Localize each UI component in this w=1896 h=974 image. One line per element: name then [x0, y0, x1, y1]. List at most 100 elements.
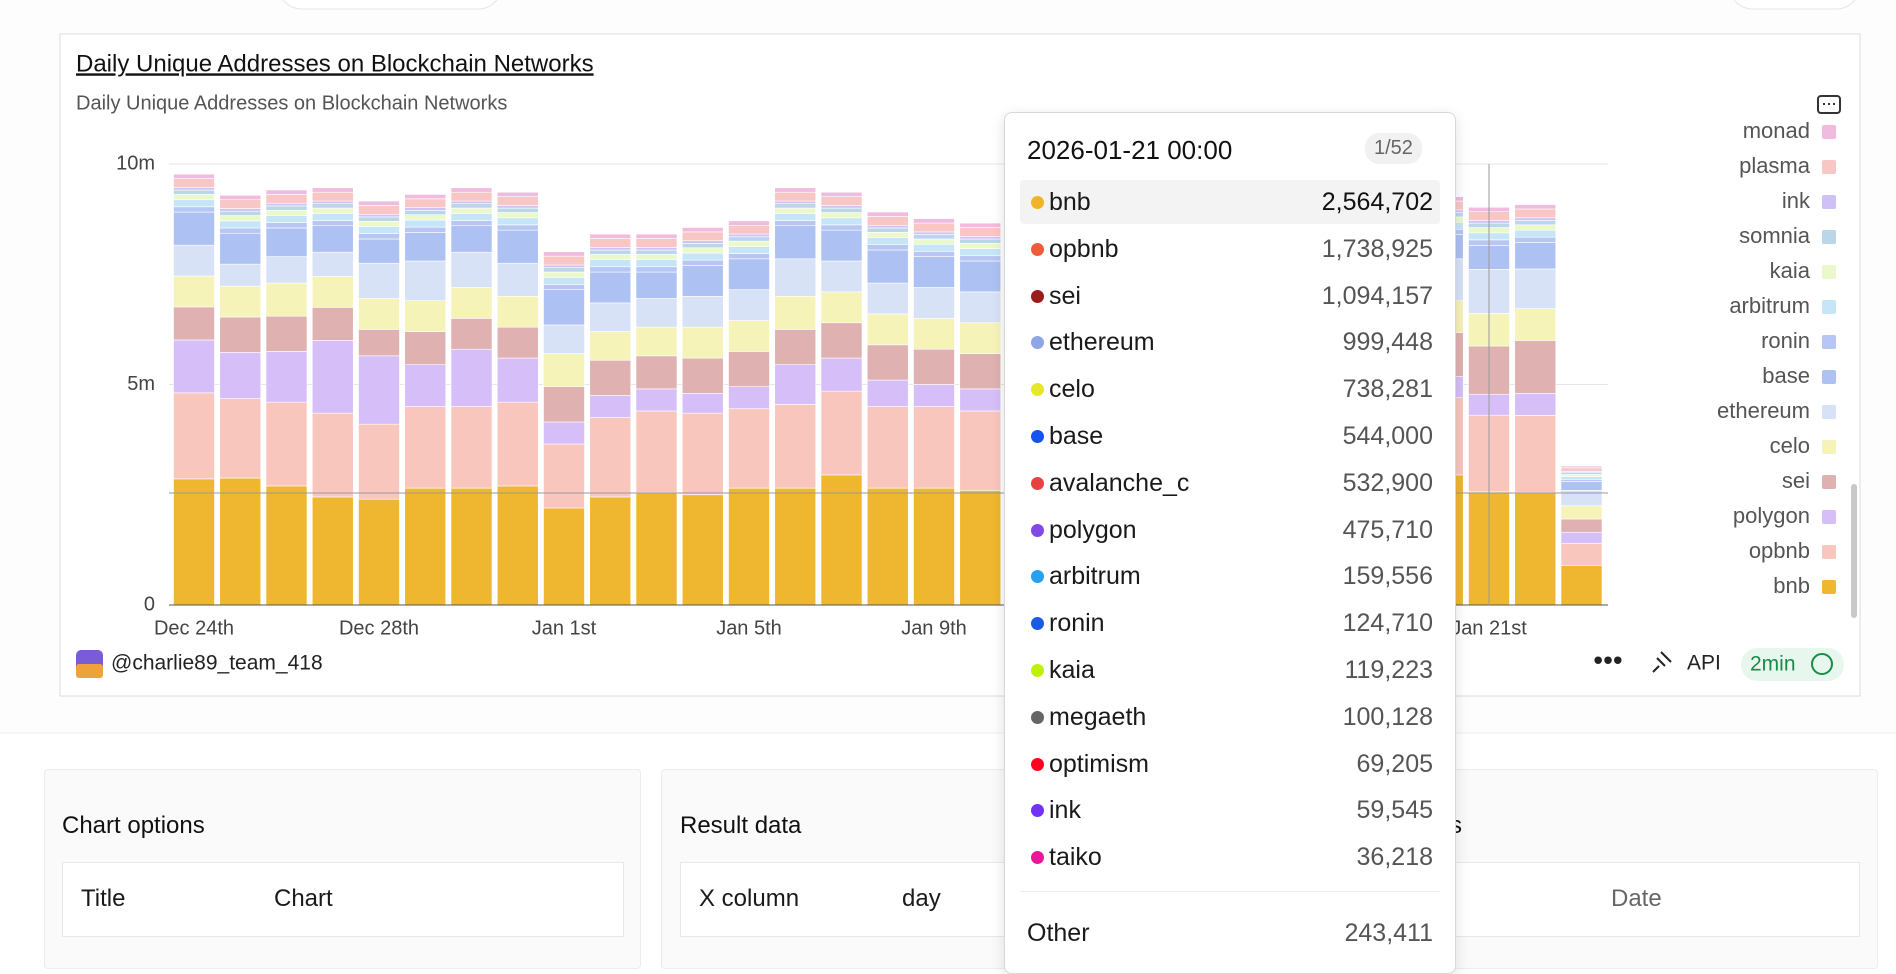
tooltip-name: taiko [1049, 843, 1102, 872]
bar-segment [1560, 479, 1603, 482]
bar-segment [913, 487, 955, 606]
legend-label: arbitrum [1729, 293, 1810, 318]
tooltip-dot [1031, 617, 1044, 631]
option-value[interactable]: Date [1611, 885, 1662, 912]
bar-segment [1514, 393, 1557, 416]
scrollbar[interactable] [1851, 484, 1857, 618]
bar-segment [173, 187, 215, 191]
bar-segment [635, 326, 678, 357]
bar-segment [913, 243, 955, 252]
bar-segment [173, 275, 215, 308]
x-tick-label: Jan 9th [901, 617, 967, 639]
bar-segment [450, 187, 493, 193]
bar-segment [959, 248, 1002, 257]
bar-segment [635, 388, 678, 412]
bar-segment [774, 487, 817, 606]
legend-label: base [1762, 363, 1810, 388]
bar-segment [496, 207, 539, 213]
tooltip-row: polygon 475,710 [1020, 508, 1440, 552]
api-button[interactable]: API [1687, 652, 1721, 675]
tooltip-name: optimism [1049, 749, 1150, 778]
bar-segment [589, 271, 632, 304]
bar-segment [311, 213, 354, 221]
bar-segment [173, 306, 215, 341]
bar-segment [820, 390, 863, 476]
bar-segment [681, 412, 724, 496]
bar-segment [265, 282, 308, 317]
bar-segment [173, 244, 215, 277]
bar-segment [959, 291, 1002, 324]
bar-segment [265, 401, 308, 487]
api-icon [1652, 651, 1672, 673]
bar-segment [358, 205, 400, 215]
legend-swatch [1822, 475, 1836, 489]
more-button[interactable]: ••• [1593, 644, 1622, 675]
bar-segment [450, 200, 493, 204]
tooltip-dot [1031, 851, 1044, 865]
bar-segment [774, 329, 817, 365]
comment-icon[interactable] [1817, 95, 1841, 114]
bar-segment [635, 492, 678, 606]
top-pill[interactable] [278, 0, 502, 10]
bar-segment [496, 205, 539, 209]
tooltip-row: taiko 36,218 [1020, 835, 1440, 879]
bar-segment [543, 324, 585, 354]
option-value[interactable]: day [902, 885, 941, 912]
tooltip-dot [1031, 336, 1044, 350]
bar-segment [543, 289, 585, 326]
legend-swatch [1822, 265, 1836, 279]
bar-segment [728, 258, 770, 290]
bar-segment [173, 178, 215, 188]
top-pill[interactable] [1729, 0, 1860, 10]
x-tick-label: Jan 1st [532, 617, 597, 639]
bar-segment [311, 276, 354, 308]
bar-segment [728, 289, 770, 321]
bar-segment [959, 260, 1002, 293]
tooltip-row: ethereum 999,448 [1020, 320, 1440, 364]
bar-segment [866, 487, 909, 606]
author[interactable]: @charlie89_team_418 [111, 652, 323, 675]
tooltip-row: base 544,000 [1020, 414, 1440, 458]
bar-segment [589, 259, 632, 268]
bar-segment [820, 357, 863, 392]
bar-segment [450, 191, 493, 202]
bar-segment [1514, 415, 1557, 493]
tooltip-name: base [1049, 422, 1104, 450]
bar-segment [404, 214, 447, 221]
bar-segment [913, 287, 955, 319]
bar-segment [450, 203, 493, 209]
bar-segment [173, 339, 215, 394]
bar-segment [311, 225, 354, 253]
bar-segment [311, 220, 354, 227]
option-value[interactable]: Chart [274, 885, 333, 912]
bar-segment [219, 227, 262, 234]
tooltip-row: bnb 2,564,702 [1020, 180, 1440, 224]
tooltip-row: optimism 69,205 [1020, 742, 1440, 786]
bar-segment [774, 364, 817, 405]
tooltip-name: megaeth [1049, 702, 1147, 731]
bar-segment [543, 255, 585, 266]
y-tick-label: 0 [144, 593, 155, 615]
bar-segment [543, 284, 585, 290]
bar-segment [173, 189, 215, 195]
bar-segment [635, 249, 678, 255]
tooltip-value: 159,556 [1342, 562, 1433, 591]
bar-segment [219, 352, 262, 399]
bar-segment [1560, 531, 1603, 544]
bar-segment [219, 208, 262, 212]
refresh-time: 2min [1750, 653, 1796, 676]
bar-segment [589, 417, 632, 498]
bar-segment [959, 255, 1002, 262]
bar-segment [265, 256, 308, 284]
bar-segment [450, 251, 493, 288]
bar-segment [589, 247, 632, 251]
bar-segment [774, 203, 817, 209]
bar-segment [496, 212, 539, 219]
chart-title[interactable]: Daily Unique Addresses on Blockchain Net… [76, 50, 594, 77]
bar-segment [820, 260, 863, 293]
tooltip-name: polygon [1049, 515, 1137, 544]
avatar-part [76, 664, 103, 678]
bar-segment [820, 217, 863, 226]
x-tick-label: Jan 21st [1451, 617, 1527, 639]
bar-segment [1560, 542, 1603, 566]
